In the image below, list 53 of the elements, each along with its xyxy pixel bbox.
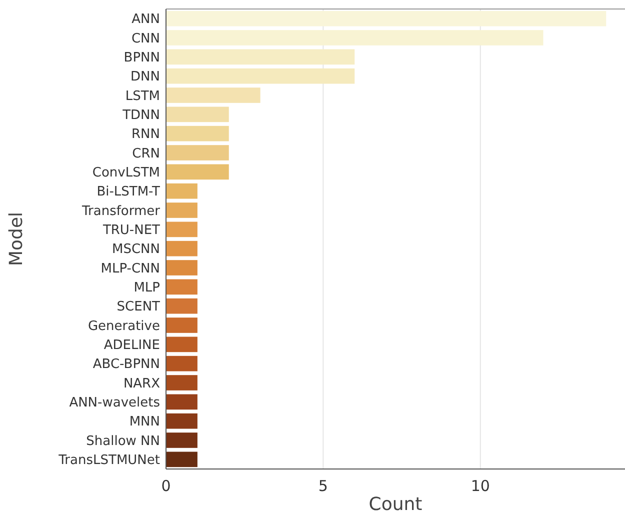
y-tick-label: TRU-NET [102,222,160,238]
y-axis-title: Model [6,212,27,266]
y-tick-label: Bi-LSTM-T [96,184,160,200]
y-tick-label: Transformer [80,204,161,219]
bar [166,318,198,333]
y-tick-label: DNN [130,70,160,85]
bar [166,106,229,122]
y-tick-label: Shallow NN [86,434,160,449]
bar [166,260,198,276]
y-tick-label: TDNN [122,108,160,123]
y-tick-label: TransLSTMUNet [58,452,160,468]
y-tick-label: CNN [131,31,160,46]
y-tick-label: ConvLSTM [92,165,160,180]
bar [166,10,606,26]
bar [166,452,198,468]
y-tick-label: ABC-BPNN [92,357,160,372]
bar [166,279,198,295]
bar [166,356,198,372]
bar [166,375,198,390]
bar [166,394,198,410]
bar [166,68,355,84]
bar [166,30,544,46]
y-tick-label: MLP [134,280,160,296]
bar [166,240,198,256]
y-tick-label: SCENT [116,300,160,315]
y-tick-label: ANN [132,12,160,28]
x-tick-label: 10 [470,477,490,495]
bar [166,336,198,352]
y-tick-label: NARX [123,376,160,392]
bar [166,413,198,429]
y-tick-label: MSCNN [112,242,160,258]
bar [166,298,198,314]
y-tick-label: Generative [88,318,160,334]
x-axis-title: Count [368,494,422,514]
y-tick-label: LSTM [125,88,160,104]
y-tick-label: MLP-CNN [100,261,160,276]
bar [166,88,260,103]
bar [166,164,229,180]
y-tick-label: MNN [129,414,160,430]
x-tick-label: 5 [318,477,328,495]
y-tick-label: ADELINE [104,338,160,353]
y-tick-label: RNN [132,127,160,142]
y-tick-label: CRN [132,146,160,162]
bar [166,126,229,142]
bar [166,222,198,238]
bar [166,183,198,199]
bar [166,202,198,218]
y-tick-label: BPNN [124,50,160,66]
bar [166,432,198,448]
x-tick-label: 0 [161,477,171,495]
bar [166,145,229,160]
y-tick-label: ANN-wavelets [69,395,160,410]
bar [166,49,355,65]
